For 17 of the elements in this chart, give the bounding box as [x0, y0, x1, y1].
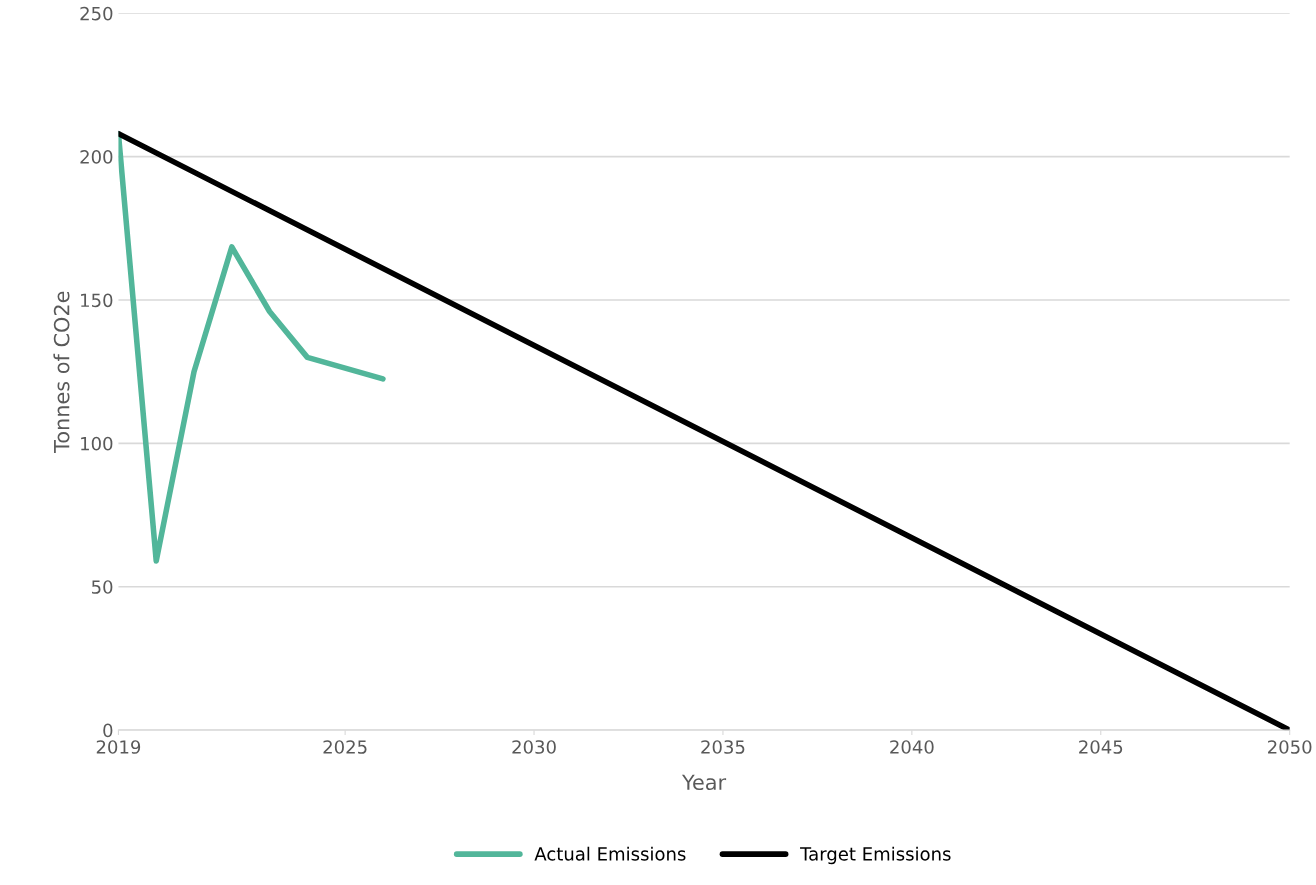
legend-label: Actual Emissions: [534, 846, 686, 861]
x-tick-label: 2040: [890, 740, 934, 754]
y-tick-label: 200: [80, 150, 113, 164]
y-tick-label: 50: [92, 580, 113, 594]
legend-label: Target Emissions: [800, 846, 951, 865]
x-tick-label: 2019: [96, 740, 141, 754]
x-tick-label: 2050: [1268, 740, 1312, 754]
x-tick-label: 2045: [1079, 740, 1123, 754]
y-tick-label: 250: [80, 6, 113, 21]
y-tick-label: 150: [81, 293, 113, 308]
x-tick-label: 2025: [323, 740, 367, 754]
x-tick-label: 2035: [701, 740, 745, 754]
y-axis-title: Tonnes of CO2e: [53, 291, 70, 453]
y-tick-label: 0: [103, 723, 113, 738]
x-axis-title: Year: [681, 774, 727, 791]
x-tick-label: 2030: [512, 740, 556, 754]
y-tick-label: 100: [81, 436, 113, 451]
